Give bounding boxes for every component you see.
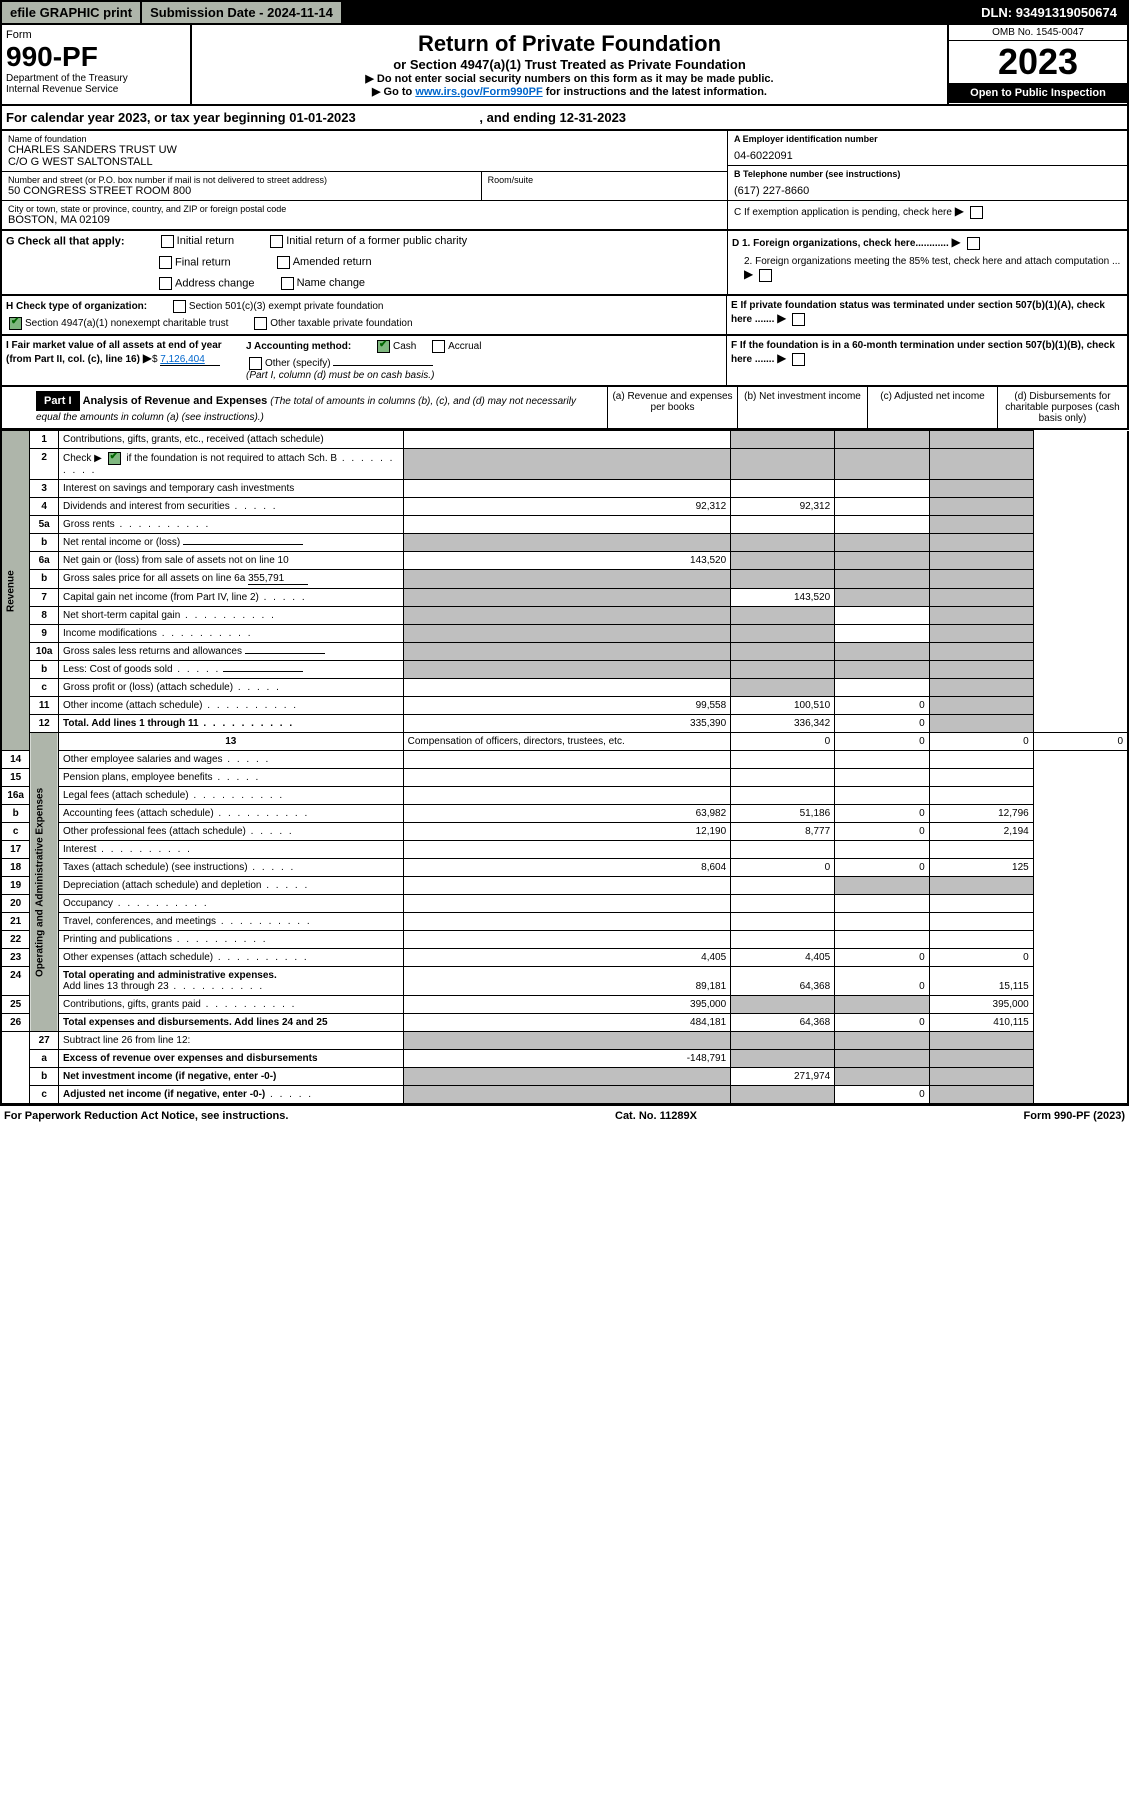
form-subtitle: or Section 4947(a)(1) Trust Treated as P… bbox=[198, 57, 941, 72]
j-label: J Accounting method: bbox=[246, 341, 351, 352]
omb-number: OMB No. 1545-0047 bbox=[949, 25, 1127, 41]
checkbox-f[interactable] bbox=[792, 353, 805, 366]
page-footer: For Paperwork Reduction Act Notice, see … bbox=[0, 1105, 1129, 1126]
checkbox-other-method[interactable] bbox=[249, 357, 262, 370]
d1-label: D 1. Foreign organizations, check here..… bbox=[732, 238, 949, 249]
instruction-2: ▶ Go to www.irs.gov/Form990PF for instru… bbox=[198, 85, 941, 98]
checkbox-c[interactable] bbox=[970, 206, 983, 219]
checkbox-other-taxable[interactable] bbox=[254, 317, 267, 330]
phone: (617) 227-8660 bbox=[734, 185, 1121, 197]
part-i-table: Revenue 1Contributions, gifts, grants, e… bbox=[0, 430, 1129, 1105]
j-note: (Part I, column (d) must be on cash basi… bbox=[246, 370, 722, 381]
form-header: Form 990-PF Department of the Treasury I… bbox=[0, 25, 1129, 106]
phone-label: B Telephone number (see instructions) bbox=[734, 169, 1121, 179]
city-state-zip: BOSTON, MA 02109 bbox=[8, 214, 721, 226]
f-label: F If the foundation is in a 60-month ter… bbox=[731, 340, 1115, 365]
foundation-name-1: CHARLES SANDERS TRUST UW bbox=[8, 144, 721, 156]
section-h-e: H Check type of organization: Section 50… bbox=[0, 296, 1129, 336]
form-label: Form bbox=[6, 29, 186, 41]
checkbox-4947[interactable] bbox=[9, 317, 22, 330]
part-title: Analysis of Revenue and Expenses bbox=[83, 395, 268, 407]
dln: DLN: 93491319050674 bbox=[343, 2, 1127, 23]
form-ref: Form 990-PF (2023) bbox=[1024, 1110, 1125, 1122]
checkbox-final[interactable] bbox=[159, 256, 172, 269]
form-title: Return of Private Foundation bbox=[198, 31, 941, 57]
ein: 04-6022091 bbox=[734, 150, 1121, 162]
name-label: Name of foundation bbox=[8, 134, 721, 144]
checkbox-sch-b[interactable] bbox=[108, 452, 121, 465]
calendar-year-row: For calendar year 2023, or tax year begi… bbox=[0, 106, 1129, 131]
submission-date: Submission Date - 2024-11-14 bbox=[142, 2, 343, 23]
city-label: City or town, state or province, country… bbox=[8, 204, 721, 214]
ein-label: A Employer identification number bbox=[734, 134, 1121, 144]
col-b-header: (b) Net investment income bbox=[737, 387, 867, 428]
e-label: E If private foundation status was termi… bbox=[731, 300, 1105, 325]
checkbox-e[interactable] bbox=[792, 313, 805, 326]
cat-no: Cat. No. 11289X bbox=[615, 1110, 697, 1122]
irs-link[interactable]: www.irs.gov/Form990PF bbox=[415, 86, 542, 98]
checkbox-accrual[interactable] bbox=[432, 340, 445, 353]
paperwork-notice: For Paperwork Reduction Act Notice, see … bbox=[4, 1110, 288, 1122]
checkbox-addr-change[interactable] bbox=[159, 277, 172, 290]
tax-year: 2023 bbox=[949, 41, 1127, 83]
fmv-link[interactable]: 7,126,404 bbox=[160, 354, 220, 366]
col-c-header: (c) Adjusted net income bbox=[867, 387, 997, 428]
efile-print-button[interactable]: efile GRAPHIC print bbox=[2, 2, 142, 23]
irs-label: Internal Revenue Service bbox=[6, 84, 186, 95]
checkbox-d2[interactable] bbox=[759, 269, 772, 282]
revenue-label: Revenue bbox=[1, 431, 30, 751]
checkbox-d1[interactable] bbox=[967, 237, 980, 250]
room-label: Room/suite bbox=[488, 175, 721, 185]
checkbox-initial-former[interactable] bbox=[270, 235, 283, 248]
part-i-header: Part I Analysis of Revenue and Expenses … bbox=[0, 387, 1129, 430]
street-address: 50 CONGRESS STREET ROOM 800 bbox=[8, 185, 475, 197]
g-label: G Check all that apply: bbox=[6, 235, 125, 247]
top-bar: efile GRAPHIC print Submission Date - 20… bbox=[0, 0, 1129, 25]
c-label: C If exemption application is pending, c… bbox=[734, 207, 952, 218]
checkbox-amended[interactable] bbox=[277, 256, 290, 269]
open-to-public: Open to Public Inspection bbox=[949, 83, 1127, 103]
part-label: Part I bbox=[36, 391, 80, 411]
checkbox-cash[interactable] bbox=[377, 340, 390, 353]
checkbox-initial[interactable] bbox=[161, 235, 174, 248]
h-label: H Check type of organization: bbox=[6, 301, 147, 312]
section-i-j-f: I Fair market value of all assets at end… bbox=[0, 336, 1129, 387]
checkbox-name-change[interactable] bbox=[281, 277, 294, 290]
addr-label: Number and street (or P.O. box number if… bbox=[8, 175, 475, 185]
checkbox-501c3[interactable] bbox=[173, 300, 186, 313]
d2-label: 2. Foreign organizations meeting the 85%… bbox=[744, 256, 1120, 267]
form-number: 990-PF bbox=[6, 41, 186, 73]
entity-info: Name of foundation CHARLES SANDERS TRUST… bbox=[0, 131, 1129, 231]
dept-treasury: Department of the Treasury bbox=[6, 73, 186, 84]
expenses-label: Operating and Administrative Expenses bbox=[30, 733, 59, 1032]
foundation-name-2: C/O G WEST SALTONSTALL bbox=[8, 156, 721, 168]
col-d-header: (d) Disbursements for charitable purpose… bbox=[997, 387, 1127, 428]
section-g-d: G Check all that apply: Initial return I… bbox=[0, 231, 1129, 296]
col-a-header: (a) Revenue and expenses per books bbox=[607, 387, 737, 428]
instruction-1: ▶ Do not enter social security numbers o… bbox=[198, 72, 941, 85]
